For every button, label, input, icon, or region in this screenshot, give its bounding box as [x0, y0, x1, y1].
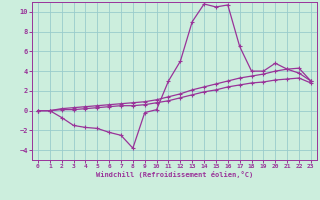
X-axis label: Windchill (Refroidissement éolien,°C): Windchill (Refroidissement éolien,°C) [96, 171, 253, 178]
